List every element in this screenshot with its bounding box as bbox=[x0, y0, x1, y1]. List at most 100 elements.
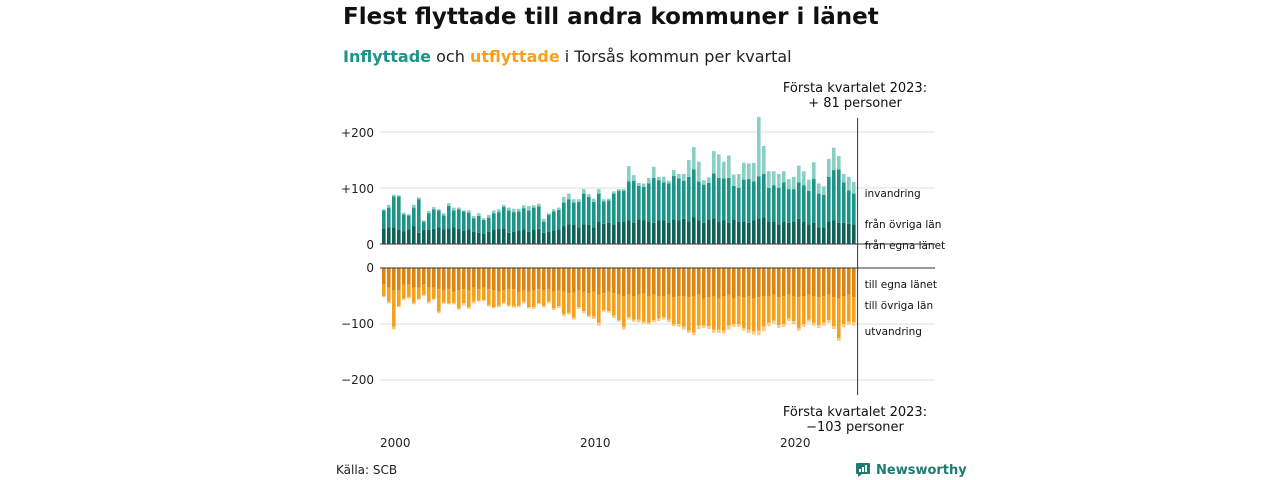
bar-in-2-8 bbox=[422, 220, 426, 222]
bar-in-0-71 bbox=[737, 221, 741, 244]
bar-out-2-91 bbox=[837, 338, 841, 341]
bar-in-1-35 bbox=[557, 209, 561, 230]
bar-in-2-56 bbox=[662, 176, 666, 183]
bar-in-1-18 bbox=[472, 218, 476, 232]
bar-out-2-49 bbox=[627, 317, 631, 320]
bar-in-0-25 bbox=[507, 232, 511, 244]
bar-out-0-7 bbox=[417, 268, 421, 288]
bar-in-1-13 bbox=[447, 205, 451, 229]
series-label-out-2: utvandring bbox=[865, 326, 922, 338]
bar-out-2-25 bbox=[507, 304, 511, 307]
bar-out-2-50 bbox=[632, 319, 636, 322]
bar-out-0-2 bbox=[392, 268, 396, 291]
bar-in-0-19 bbox=[477, 232, 481, 244]
bar-in-0-85 bbox=[807, 224, 811, 244]
bar-out-1-34 bbox=[552, 291, 556, 309]
bar-out-1-19 bbox=[477, 289, 481, 301]
bar-in-1-27 bbox=[517, 211, 521, 231]
bar-in-0-75 bbox=[757, 218, 761, 244]
bar-in-2-41 bbox=[587, 194, 591, 197]
bar-out-0-61 bbox=[687, 268, 691, 298]
bar-out-2-8 bbox=[422, 294, 426, 296]
bar-in-2-93 bbox=[847, 176, 851, 191]
annotation-top-line1: Första kvartalet 2023: bbox=[783, 81, 927, 96]
bar-in-2-78 bbox=[772, 171, 776, 186]
bar-out-0-34 bbox=[552, 268, 556, 292]
bar-in-2-7 bbox=[417, 197, 421, 200]
bar-out-0-80 bbox=[782, 268, 786, 296]
bar-out-0-52 bbox=[642, 268, 646, 294]
bar-out-0-3 bbox=[397, 268, 401, 291]
newsworthy-logo-text: Newsworthy bbox=[876, 462, 967, 478]
bar-out-2-62 bbox=[692, 332, 696, 336]
bar-in-0-64 bbox=[702, 222, 706, 244]
bar-in-2-25 bbox=[507, 207, 511, 211]
bar-in-2-82 bbox=[792, 176, 796, 190]
bar-in-2-32 bbox=[542, 218, 546, 222]
bar-in-2-67 bbox=[717, 154, 721, 178]
series-label-in-2: från egna länet bbox=[865, 239, 946, 252]
bar-out-0-60 bbox=[682, 268, 686, 296]
bar-out-0-19 bbox=[477, 268, 481, 290]
bar-out-2-33 bbox=[547, 301, 551, 304]
bar-in-0-63 bbox=[697, 220, 701, 244]
bar-out-1-17 bbox=[467, 290, 471, 308]
bar-in-2-79 bbox=[777, 174, 781, 188]
bar-in-0-80 bbox=[782, 221, 786, 244]
bar-out-2-87 bbox=[817, 325, 821, 328]
bar-in-1-78 bbox=[772, 185, 776, 222]
bar-in-0-15 bbox=[457, 228, 461, 244]
bar-in-2-55 bbox=[657, 176, 661, 181]
bar-in-1-63 bbox=[697, 181, 701, 221]
bar-in-1-6 bbox=[412, 207, 416, 227]
bar-out-0-92 bbox=[842, 268, 846, 296]
bar-out-2-30 bbox=[532, 307, 536, 309]
bar-in-0-61 bbox=[687, 221, 691, 244]
bar-out-2-24 bbox=[502, 302, 506, 304]
bar-in-0-92 bbox=[842, 222, 846, 244]
bar-in-2-10 bbox=[432, 207, 436, 210]
bar-in-0-86 bbox=[812, 222, 816, 244]
bar-out-1-16 bbox=[462, 289, 466, 304]
bar-out-0-68 bbox=[722, 268, 726, 296]
bar-in-0-34 bbox=[552, 230, 556, 244]
bar-in-0-49 bbox=[627, 220, 631, 244]
bar-out-2-90 bbox=[832, 326, 836, 330]
bar-out-2-40 bbox=[582, 311, 586, 314]
bar-out-0-9 bbox=[427, 268, 431, 288]
bar-out-0-81 bbox=[787, 268, 791, 295]
bar-out-1-28 bbox=[522, 290, 526, 302]
bar-in-2-9 bbox=[427, 210, 431, 214]
source-note: Källa: SCB bbox=[336, 463, 398, 477]
bar-out-0-50 bbox=[632, 268, 636, 296]
bar-in-1-55 bbox=[657, 180, 661, 221]
bar-in-1-28 bbox=[522, 208, 526, 230]
bar-out-0-11 bbox=[437, 268, 441, 290]
bar-out-0-71 bbox=[737, 268, 741, 296]
bar-out-1-67 bbox=[717, 298, 721, 330]
bar-in-0-40 bbox=[582, 224, 586, 244]
bar-in-2-12 bbox=[442, 213, 446, 216]
bar-in-0-24 bbox=[502, 228, 506, 244]
bar-out-1-5 bbox=[407, 284, 411, 298]
bar-in-2-47 bbox=[617, 189, 621, 191]
bar-in-0-87 bbox=[817, 227, 821, 244]
bar-out-2-21 bbox=[487, 304, 491, 307]
bar-out-1-66 bbox=[712, 296, 716, 330]
bar-in-0-6 bbox=[412, 226, 416, 244]
y-tick-in-1: +100 bbox=[341, 182, 374, 196]
bar-in-2-48 bbox=[622, 189, 626, 191]
bar-out-2-56 bbox=[662, 317, 666, 320]
bar-out-1-24 bbox=[502, 290, 506, 303]
bar-out-2-82 bbox=[792, 321, 796, 324]
bar-in-2-11 bbox=[437, 209, 441, 211]
bar-out-0-83 bbox=[797, 268, 801, 298]
bar-in-2-64 bbox=[702, 180, 706, 185]
bar-in-0-53 bbox=[647, 221, 651, 244]
x-tick-1: 2010 bbox=[580, 436, 611, 450]
bar-out-2-11 bbox=[437, 311, 441, 314]
bar-out-2-2 bbox=[392, 326, 396, 330]
bar-in-2-53 bbox=[647, 177, 651, 184]
bar-in-0-54 bbox=[652, 222, 656, 244]
bar-out-2-54 bbox=[652, 320, 656, 323]
